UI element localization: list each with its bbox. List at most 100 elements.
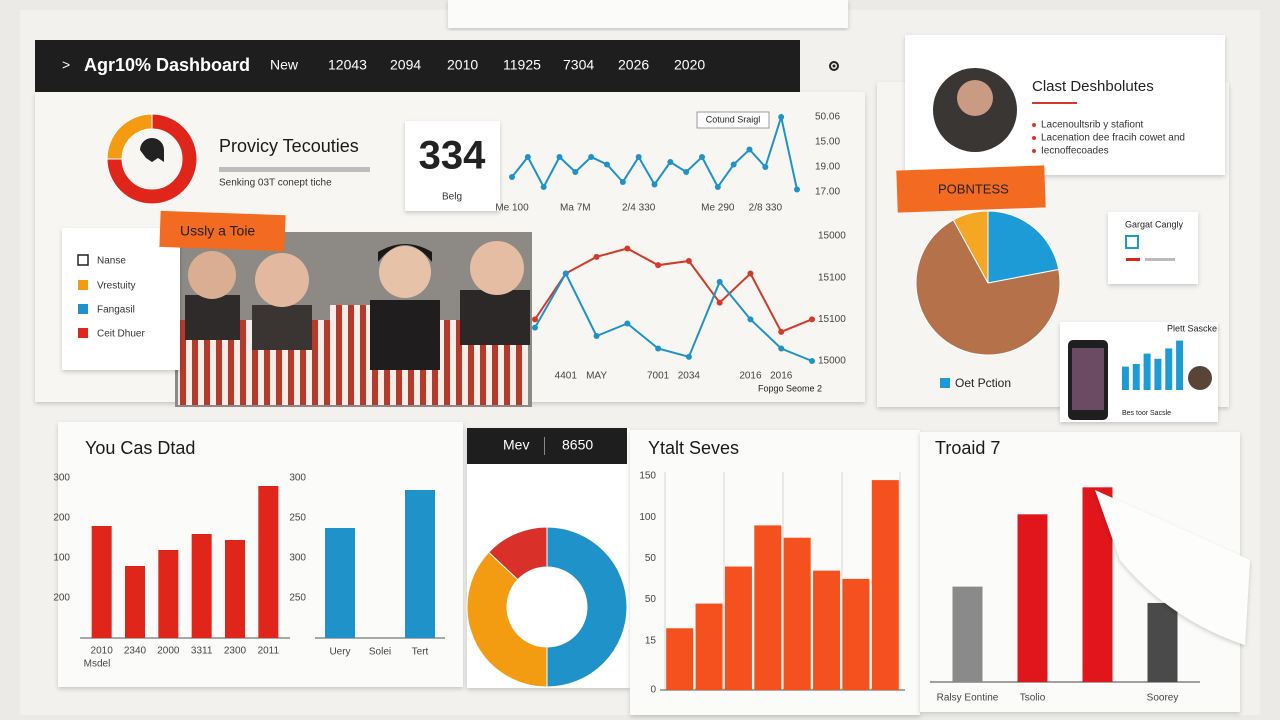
line bbox=[534, 271, 813, 362]
slice bbox=[546, 526, 628, 688]
y-tick-label: 300 bbox=[289, 473, 306, 484]
x-tick-label: 2340 bbox=[124, 646, 147, 657]
person bbox=[470, 241, 524, 295]
point bbox=[624, 245, 631, 252]
person bbox=[378, 244, 432, 262]
bar bbox=[258, 486, 279, 638]
mini-line bbox=[1145, 258, 1175, 261]
legend-swatch bbox=[78, 328, 88, 338]
slice bbox=[915, 219, 1061, 356]
bar bbox=[325, 528, 355, 638]
bar bbox=[1147, 602, 1178, 682]
point bbox=[685, 258, 692, 264]
person bbox=[460, 290, 530, 345]
legend-swatch bbox=[940, 378, 950, 388]
legend-label: Vrestuity bbox=[97, 281, 136, 292]
point bbox=[667, 159, 674, 165]
y-tick-label: 15.00 bbox=[815, 137, 840, 148]
x-tick-label: Soorey bbox=[1147, 693, 1179, 704]
point bbox=[540, 184, 547, 190]
paper-curl bbox=[1095, 490, 1250, 645]
x-tick-label: 2/8 330 bbox=[749, 203, 783, 214]
x-tick-label: Tert bbox=[412, 647, 429, 658]
point bbox=[778, 328, 785, 335]
header-item[interactable]: 2026 bbox=[618, 57, 649, 73]
overlay bbox=[140, 138, 1250, 645]
point bbox=[509, 174, 515, 180]
point bbox=[762, 164, 769, 170]
bar bbox=[783, 537, 811, 690]
bar bbox=[813, 570, 841, 690]
bar bbox=[158, 550, 179, 638]
avatar-face bbox=[957, 80, 993, 116]
x-tick-label: 3311 bbox=[191, 646, 213, 657]
header-item[interactable]: 11925 bbox=[503, 57, 541, 73]
column-rules bbox=[664, 472, 901, 690]
point bbox=[716, 278, 723, 285]
bar bbox=[1176, 340, 1184, 390]
point bbox=[685, 353, 692, 360]
x-tick-label: Me 290 bbox=[701, 203, 735, 214]
point bbox=[593, 333, 600, 339]
profile-title: Provicy Tecouties bbox=[219, 136, 359, 156]
paper-scrap bbox=[448, 0, 848, 28]
bullet bbox=[1032, 149, 1036, 153]
point bbox=[655, 262, 662, 269]
y-tick-label: 15000 bbox=[818, 231, 846, 242]
info-title: Clast Deshbolutes bbox=[1032, 78, 1154, 95]
point bbox=[683, 169, 690, 175]
y-tick-label: 15000 bbox=[818, 356, 846, 367]
chart-title: Mev bbox=[503, 437, 529, 453]
point bbox=[532, 324, 538, 331]
point bbox=[809, 358, 815, 364]
header-item[interactable]: 2094 bbox=[390, 57, 421, 73]
point bbox=[588, 154, 595, 160]
y-tick-label: 150 bbox=[639, 471, 656, 482]
header-item[interactable]: New bbox=[270, 57, 299, 73]
legend-label: Cotund Sraigl bbox=[706, 114, 761, 124]
header-item[interactable]: 2010 bbox=[447, 57, 478, 73]
header-item[interactable]: 2020 bbox=[674, 57, 705, 73]
header-item[interactable]: 12043 bbox=[328, 57, 367, 73]
legend-swatch[interactable] bbox=[77, 254, 89, 266]
point bbox=[635, 154, 642, 160]
divider bbox=[544, 437, 545, 455]
header-chevron: > bbox=[62, 57, 70, 73]
avatar-small bbox=[1188, 366, 1212, 390]
tag-label: Ussly a Toie bbox=[180, 223, 255, 239]
bar bbox=[1165, 348, 1173, 390]
y-tick-label: 300 bbox=[289, 553, 306, 564]
bar bbox=[1017, 514, 1048, 682]
kpi-label: Belg bbox=[442, 192, 462, 203]
x-tick-label: Ma 7M bbox=[560, 203, 591, 214]
point bbox=[556, 154, 563, 160]
y-tick-label: 100 bbox=[53, 553, 70, 564]
bar bbox=[871, 480, 899, 690]
x-tick-label: 4401 bbox=[555, 371, 578, 382]
bullet bbox=[1032, 123, 1036, 127]
header-item[interactable]: 7304 bbox=[563, 57, 594, 73]
legend-label: Nanse bbox=[97, 256, 126, 267]
bar bbox=[91, 526, 112, 638]
bar bbox=[1143, 353, 1151, 390]
point bbox=[778, 345, 785, 352]
person bbox=[370, 300, 440, 370]
settings-icon[interactable] bbox=[829, 61, 839, 71]
x-tick-label: 2000 bbox=[157, 646, 180, 657]
x-tick-label: Tsolio bbox=[1020, 693, 1046, 704]
person bbox=[255, 253, 309, 307]
slice bbox=[466, 551, 548, 688]
person bbox=[379, 246, 431, 298]
point bbox=[655, 345, 662, 352]
point bbox=[730, 161, 737, 168]
legend-label: Ceit Dhuer bbox=[97, 329, 145, 340]
mini-card bbox=[1108, 212, 1198, 284]
x-tick-label: Uery bbox=[329, 647, 350, 658]
legend-label: Oet Pction bbox=[955, 376, 1011, 390]
mini-line bbox=[1126, 258, 1140, 261]
photo-stripes bbox=[330, 305, 370, 405]
bar bbox=[225, 540, 245, 638]
x-tick-label: Solei bbox=[369, 647, 391, 658]
